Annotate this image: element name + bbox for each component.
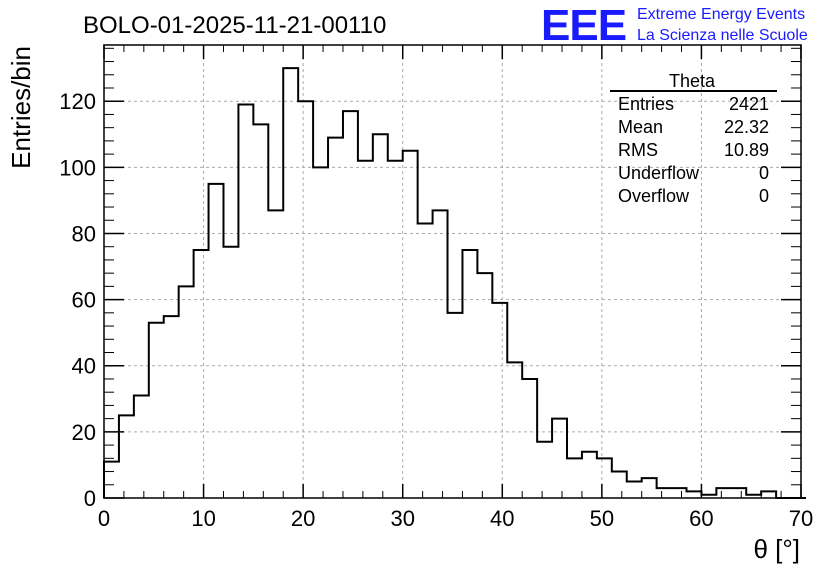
histogram-outline — [103, 67, 806, 499]
x-tick-label: 60 — [689, 506, 713, 531]
histogram-bin — [194, 250, 209, 498]
y-axis-title: Entries/bin — [6, 46, 36, 169]
histogram-bin — [418, 224, 433, 498]
y-tick-label: 120 — [59, 89, 96, 114]
y-tick-labels: 0 20 40 60 80 100 120 — [59, 89, 96, 511]
logo: EEE Extreme Energy Events La Scienza nel… — [541, 1, 808, 50]
x-tick-label: 70 — [789, 506, 813, 531]
x-tick-labels: 0 10 20 30 40 50 60 70 — [98, 506, 813, 531]
stats-label-rms: RMS — [618, 140, 658, 160]
x-tick-label: 20 — [291, 506, 315, 531]
x-axis-title: θ [°] — [753, 534, 800, 564]
histogram-bin — [283, 68, 298, 498]
histogram-bin — [253, 124, 268, 498]
x-tick-label: 0 — [98, 506, 110, 531]
y-tick-label: 80 — [72, 221, 96, 246]
histogram-bin — [507, 362, 522, 498]
histogram-bin — [627, 481, 642, 498]
histogram-bin — [492, 303, 507, 498]
stats-value-overflow: 0 — [759, 186, 769, 206]
histogram-bin — [403, 151, 418, 498]
histogram-bin — [343, 111, 358, 498]
x-tick-label: 40 — [490, 506, 514, 531]
stats-value-underflow: 0 — [759, 163, 769, 183]
logo-line-2: La Scienza nelle Scuole — [637, 27, 808, 44]
histogram-bin — [358, 161, 373, 498]
grid-lines — [104, 45, 801, 498]
histogram-bin — [448, 313, 463, 498]
histogram-bin — [134, 395, 149, 498]
y-tick-label: 0 — [84, 486, 96, 511]
histogram-bin — [433, 210, 448, 498]
histogram-bin — [477, 273, 492, 498]
histogram-bin — [119, 415, 134, 498]
histogram-bin — [612, 472, 627, 498]
histogram-bin — [657, 488, 672, 498]
histogram-bin — [388, 161, 403, 498]
histogram-bin — [149, 323, 164, 498]
histogram-bin — [582, 452, 597, 498]
histogram-bin — [672, 488, 687, 498]
histogram-bin — [179, 286, 194, 498]
histogram-bin — [537, 442, 552, 498]
stats-value-entries: 2421 — [729, 94, 769, 114]
histogram-bin — [567, 458, 582, 498]
stats-value-mean: 22.32 — [724, 117, 769, 137]
histogram-bin — [716, 488, 731, 498]
histogram-bin — [373, 134, 388, 498]
histogram-bin — [597, 458, 612, 498]
histogram-bin — [313, 167, 328, 498]
plot-frame — [103, 44, 802, 499]
stats-box: Theta Entries 2421 Mean 22.32 RMS 10.89 … — [610, 71, 777, 206]
histogram-bin — [642, 478, 657, 498]
stats-label-entries: Entries — [618, 94, 674, 114]
y-tick-label: 60 — [72, 288, 96, 313]
histogram-bin — [209, 184, 224, 498]
histogram-bin — [104, 462, 119, 498]
logo-line-1: Extreme Energy Events — [637, 6, 805, 23]
stats-label-overflow: Overflow — [618, 186, 690, 206]
stats-title: Theta — [669, 71, 716, 91]
histogram-bin — [268, 210, 283, 498]
histogram-bin — [238, 105, 253, 498]
histogram-bin — [522, 379, 537, 498]
y-tick-label: 100 — [59, 155, 96, 180]
histogram-bin — [462, 250, 477, 498]
x-tick-label: 30 — [390, 506, 414, 531]
histogram-bin — [731, 488, 746, 498]
chart-title: BOLO-01-2025-11-21-00110 — [83, 12, 386, 39]
histogram-bin — [328, 138, 343, 498]
y-tick-label: 40 — [72, 354, 96, 379]
histogram-bin — [552, 419, 567, 498]
y-tick-label: 20 — [72, 420, 96, 445]
histogram-bin — [223, 247, 238, 498]
stats-value-rms: 10.89 — [724, 140, 769, 160]
axes — [103, 44, 802, 499]
x-tick-label: 10 — [191, 506, 215, 531]
histogram-bars — [103, 67, 806, 499]
logo-mark: EEE — [541, 1, 626, 50]
stats-label-underflow: Underflow — [618, 163, 700, 183]
x-tick-label: 50 — [590, 506, 614, 531]
histogram-bin — [164, 316, 179, 498]
stats-label-mean: Mean — [618, 117, 663, 137]
